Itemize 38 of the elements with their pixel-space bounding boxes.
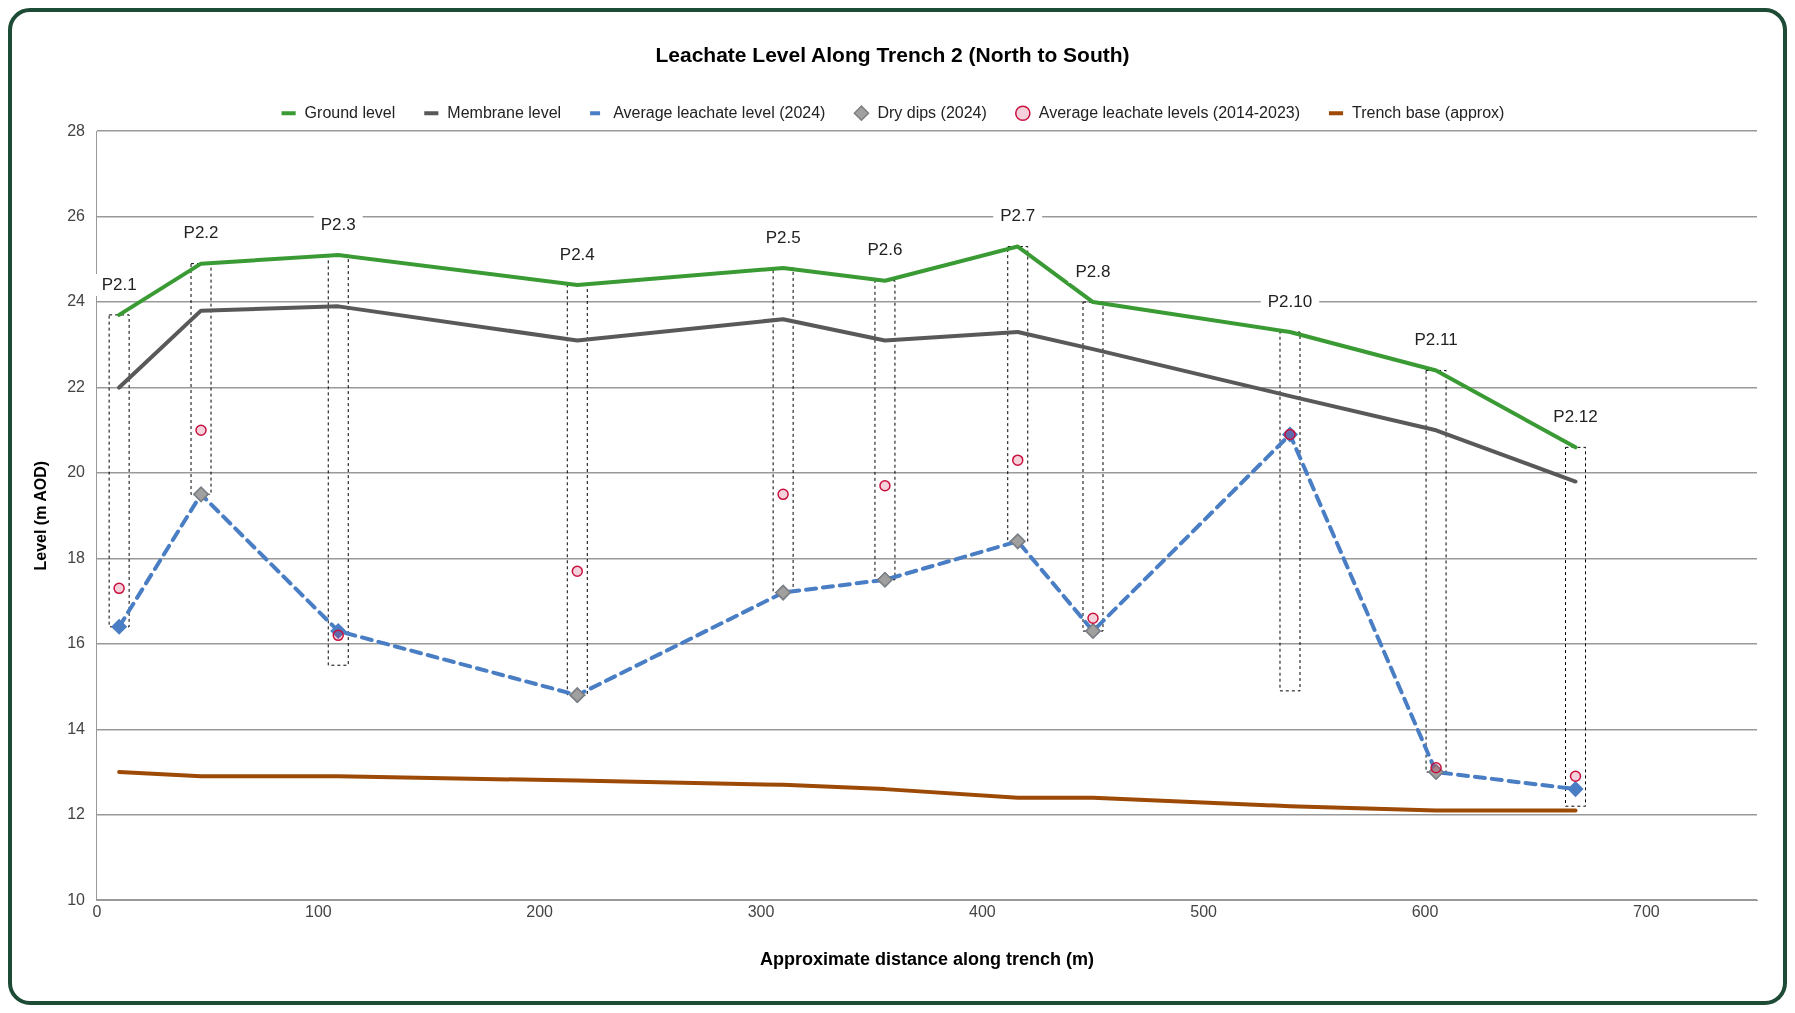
annotation: P2.3	[320, 214, 356, 234]
y-tick-label: 26	[67, 207, 86, 225]
y-tick-label: 16	[67, 634, 86, 652]
x-tick-label: 100	[304, 903, 332, 921]
x-tick-label: 200	[526, 903, 554, 921]
legend-label: Ground level	[304, 103, 396, 121]
legend-label: Average leachate levels (2014-2023)	[1038, 103, 1301, 121]
annotation: P2.7	[1000, 206, 1036, 226]
x-tick-label: 500	[1190, 903, 1218, 921]
annotation: P2.10	[1267, 291, 1313, 311]
y-tick-label: 14	[67, 719, 86, 737]
y-tick-label: 28	[67, 121, 86, 139]
y-tick-label: 22	[67, 377, 86, 395]
legend-label: Dry dips (2024)	[877, 103, 987, 121]
y-tick-label: 12	[67, 805, 86, 823]
annotation: P2.12	[1553, 407, 1598, 427]
x-tick-label: 300	[747, 903, 775, 921]
annotation: P2.2	[183, 223, 219, 243]
x-tick-label: 600	[1411, 903, 1439, 921]
y-tick-label: 10	[67, 890, 86, 908]
annotation: P2.8	[1075, 261, 1111, 281]
x-tick-label: 0	[92, 903, 102, 921]
legend-label: Membrane level	[447, 103, 562, 121]
x-axis-title: Approximate distance along trench (m)	[759, 949, 1095, 970]
annotation: P2.4	[559, 244, 595, 264]
annotation: P2.6	[867, 240, 903, 260]
chart-title: Leachate Level Along Trench 2 (North to South)	[655, 43, 1130, 67]
x-tick-label: 700	[1632, 903, 1660, 921]
annotation: P2.11	[1414, 330, 1458, 350]
y-tick-label: 24	[67, 292, 86, 310]
legend-label: Trench base (approx)	[1352, 103, 1505, 121]
legend-label: Average leachate level (2024)	[613, 103, 826, 121]
y-axis-title: Level (m AOD)	[32, 460, 50, 571]
annotation: P2.5	[765, 227, 801, 247]
annotation: P2.1	[101, 274, 137, 294]
y-tick-label: 18	[67, 548, 86, 566]
x-tick-label: 400	[968, 903, 996, 921]
y-tick-label: 20	[67, 463, 86, 481]
